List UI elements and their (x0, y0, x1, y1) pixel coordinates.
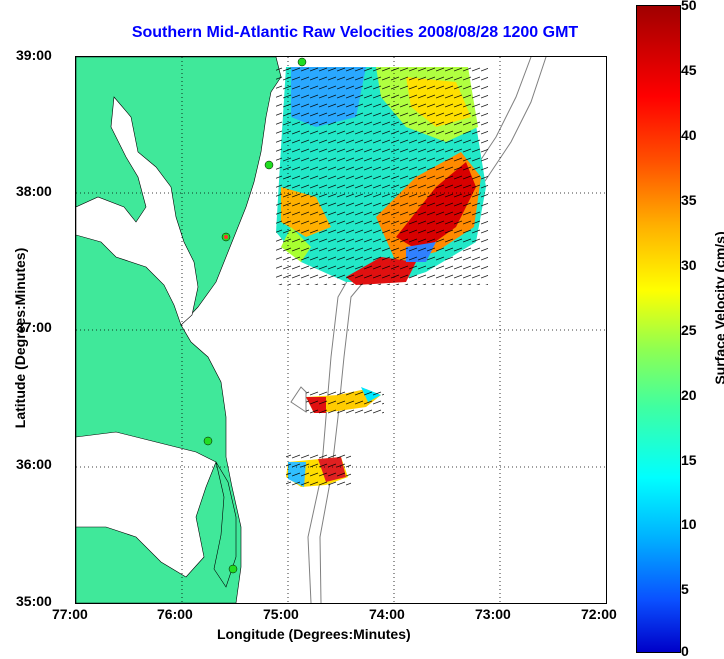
map-title: Southern Mid-Atlantic Raw Velocities 200… (131, 24, 579, 41)
station-marker (297, 57, 307, 67)
y-axis-title: Latitude (Degrees:Minutes) (12, 247, 28, 429)
colorbar-tick: 40 (681, 127, 697, 143)
y-tick-label: 36:00 (16, 456, 52, 472)
y-tick-label: 37:00 (16, 319, 52, 335)
outer-banks (213, 461, 237, 588)
colorbar-tick: 35 (681, 192, 697, 208)
chesapeake-bay (76, 96, 199, 326)
x-tick-label: 77:00 (52, 606, 88, 622)
colorbar (636, 5, 681, 653)
station-marker (203, 436, 213, 446)
colorbar-tick: 15 (681, 452, 697, 468)
colorbar-tick: 45 (681, 62, 697, 78)
colorbar-tick: 0 (681, 643, 689, 659)
map-plot (75, 56, 607, 604)
colorbar-tick: 25 (681, 322, 697, 338)
colorbar-tick: 10 (681, 516, 697, 532)
grid-lines (76, 57, 606, 603)
x-tick-label: 72:00 (581, 606, 617, 622)
x-tick-label: 75:00 (263, 606, 299, 622)
x-tick-label: 73:00 (475, 606, 511, 622)
station-marker (228, 564, 238, 574)
station-marker (264, 160, 274, 170)
colorbar-title: Surface Velocity (cm/s) (712, 231, 724, 385)
x-axis-title: Longitude (Degrees:Minutes) (217, 626, 411, 642)
y-tick-label: 38:00 (16, 183, 52, 199)
colorbar-tick: 30 (681, 257, 697, 273)
y-tick-label: 35:00 (16, 593, 52, 609)
station-marker-red (224, 235, 228, 239)
velocity-field-middle (306, 387, 384, 415)
x-tick-label: 74:00 (369, 606, 405, 622)
pamlico-sound (76, 431, 217, 578)
y-tick-label: 39:00 (16, 47, 52, 63)
velocity-field-south (286, 452, 351, 490)
x-tick-label: 76:00 (157, 606, 193, 622)
velocity-field-north (276, 67, 488, 285)
colorbar-tick: 5 (681, 581, 689, 597)
colorbar-tick: 20 (681, 387, 697, 403)
colorbar-tick: 50 (681, 0, 697, 13)
